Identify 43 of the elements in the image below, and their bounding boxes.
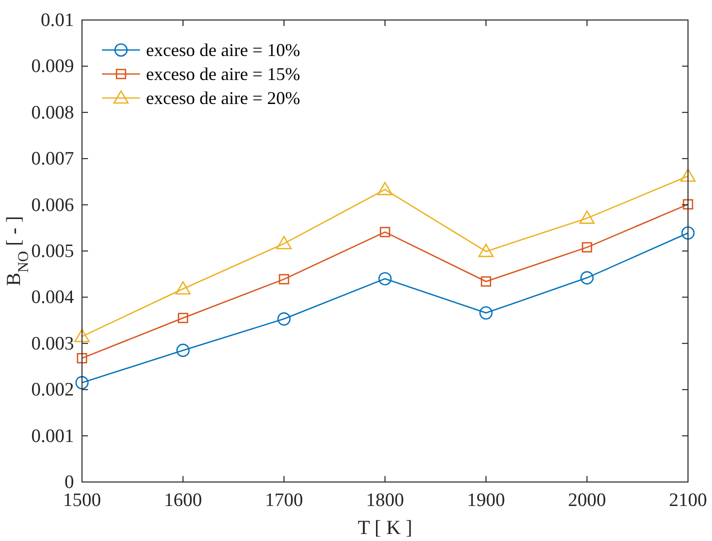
y-tick-label: 0.01 xyxy=(40,10,74,31)
point xyxy=(580,271,594,284)
point xyxy=(377,182,393,196)
point xyxy=(378,272,392,286)
point xyxy=(175,281,191,295)
legend-label: exceso de aire = 10% xyxy=(146,40,300,60)
point xyxy=(380,226,390,238)
x-axis-title: T [ K ] xyxy=(358,517,412,539)
y-tick-label: 0.009 xyxy=(31,56,74,78)
legend-label: exceso de aire = 15% xyxy=(146,64,300,84)
point xyxy=(478,244,494,258)
point xyxy=(76,353,88,364)
y-tick-label: 0.004 xyxy=(31,287,74,308)
point xyxy=(278,274,290,284)
y-tick-label: 0.006 xyxy=(31,194,74,216)
point xyxy=(277,312,291,326)
y-tick-label: 0.007 xyxy=(31,148,74,170)
point xyxy=(579,210,595,224)
x-tick-label: 1600 xyxy=(164,490,202,511)
y-tick-label: 0.003 xyxy=(31,333,74,354)
point xyxy=(178,312,188,324)
point xyxy=(680,168,696,182)
point xyxy=(582,242,592,252)
point xyxy=(480,276,492,287)
y-tick-label: 0.002 xyxy=(31,380,74,401)
x-tick-label: 1900 xyxy=(467,490,505,511)
point xyxy=(75,376,89,390)
point xyxy=(276,236,292,250)
point xyxy=(479,306,493,320)
x-tick-label: 1700 xyxy=(265,490,303,511)
y-tick-label: 0.005 xyxy=(31,241,74,262)
y-tick-label: 0.008 xyxy=(31,102,74,124)
legend-label: exceso de aire = 20% xyxy=(146,88,300,108)
point xyxy=(682,199,694,210)
x-tick-label: 2100 xyxy=(669,490,707,511)
y-tick-label: 0 xyxy=(64,472,74,493)
point xyxy=(74,328,90,342)
x-tick-label: 1800 xyxy=(366,490,404,511)
x-tick-label: 1500 xyxy=(63,490,101,511)
x-tick-label: 2000 xyxy=(568,490,606,511)
y-tick-label: 0.001 xyxy=(31,426,74,447)
point xyxy=(176,344,190,357)
point xyxy=(681,226,695,240)
